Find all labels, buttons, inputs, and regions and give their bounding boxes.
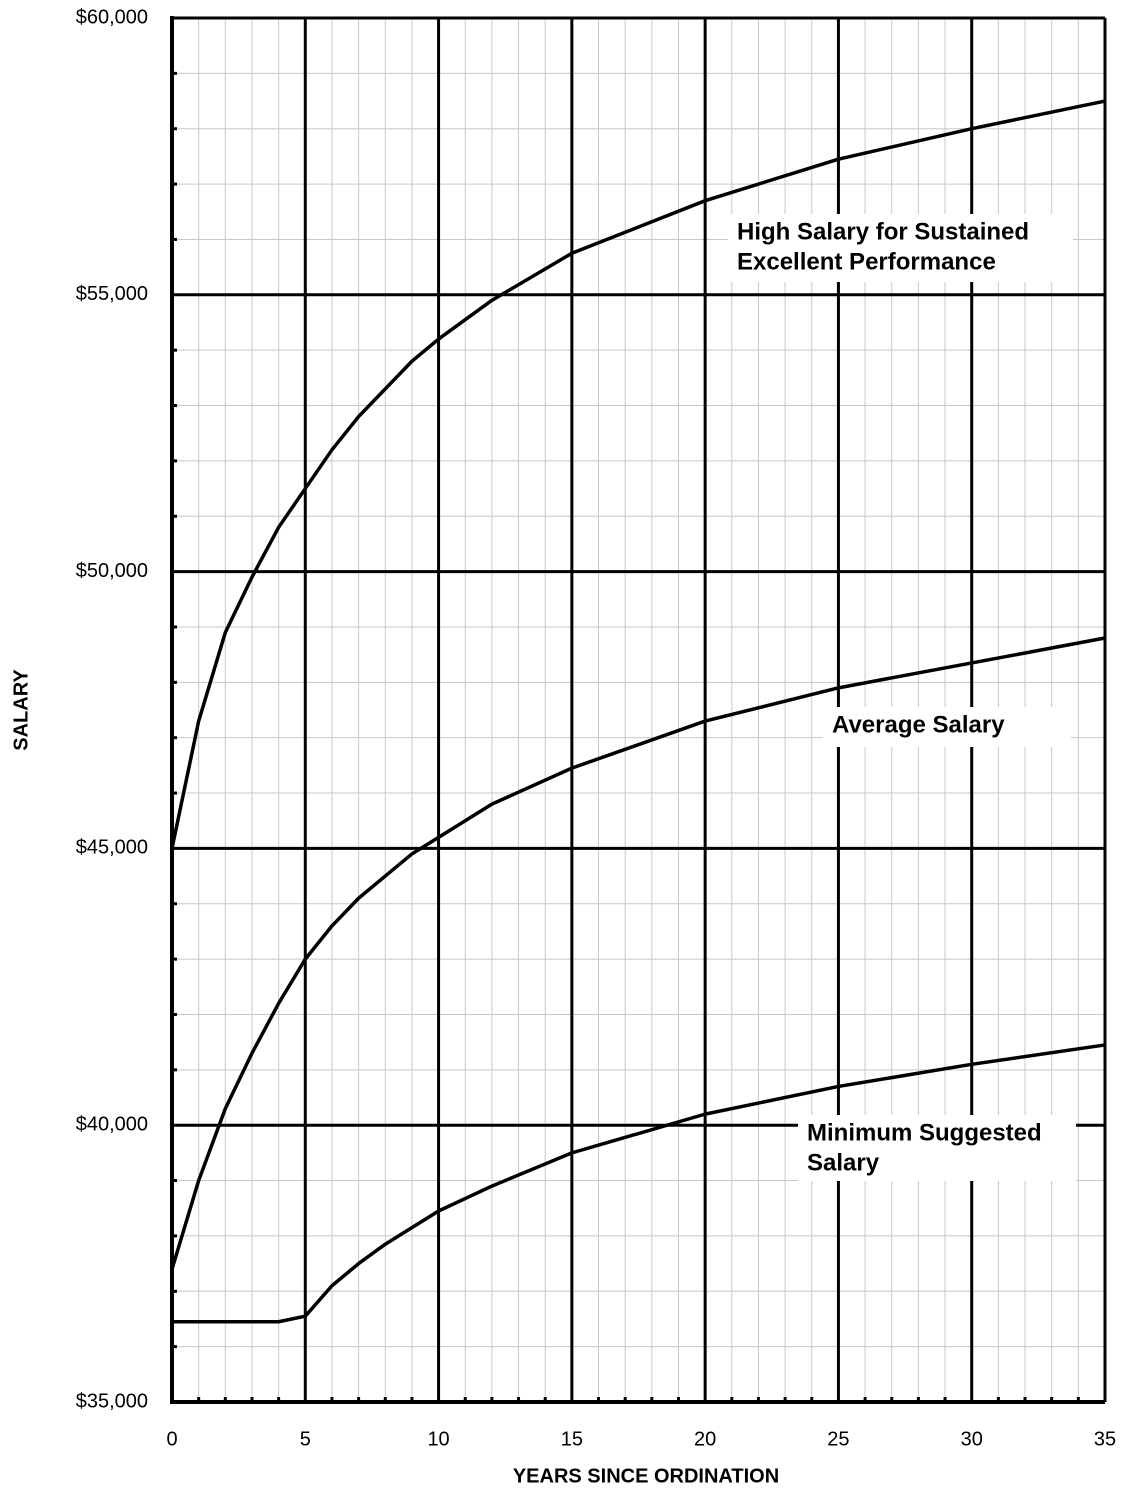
y-axis-label: SALARY xyxy=(10,669,32,751)
annotation: Minimum Suggested xyxy=(807,1119,1042,1146)
y-tick-label: $50,000 xyxy=(76,560,148,582)
series-lines xyxy=(170,99,1106,1324)
x-tick-label: 25 xyxy=(827,1428,849,1450)
series-line xyxy=(172,1043,1106,1324)
annotations: High Salary for Sustained Excellent Perfo… xyxy=(728,214,1076,1181)
y-tick-label: $35,000 xyxy=(76,1390,148,1412)
y-tick-label: $45,000 xyxy=(76,837,148,859)
x-tick-label: 30 xyxy=(961,1428,983,1450)
x-axis-label: YEARS SINCE ORDINATION xyxy=(513,1465,779,1487)
x-tick-label: 5 xyxy=(300,1428,311,1450)
y-tick-label: $40,000 xyxy=(76,1113,148,1135)
y-tick-label: $55,000 xyxy=(76,283,148,305)
annotation-box xyxy=(728,214,1073,282)
annotation: High Salary for Sustained xyxy=(737,218,1029,245)
x-tick-label: 10 xyxy=(427,1428,449,1450)
series-line xyxy=(170,636,1106,1270)
axes: 0 5 10 15 20 25 30 35 $35,000 $40,000 $45,000 $50,0… xyxy=(76,6,1116,1450)
y-tick-label: $60,000 xyxy=(76,6,148,28)
series-line xyxy=(170,99,1106,849)
x-tick-label: 15 xyxy=(561,1428,583,1450)
x-tick-label: 35 xyxy=(1094,1428,1116,1450)
annotation: Excellent Performance xyxy=(737,248,996,275)
annotation-box xyxy=(798,1115,1076,1181)
annotation: Average Salary xyxy=(832,711,1005,738)
annotation-box xyxy=(823,707,1071,747)
x-tick-label: 20 xyxy=(694,1428,716,1450)
x-tick-label: 0 xyxy=(166,1428,177,1450)
annotation: Salary xyxy=(807,1149,880,1176)
